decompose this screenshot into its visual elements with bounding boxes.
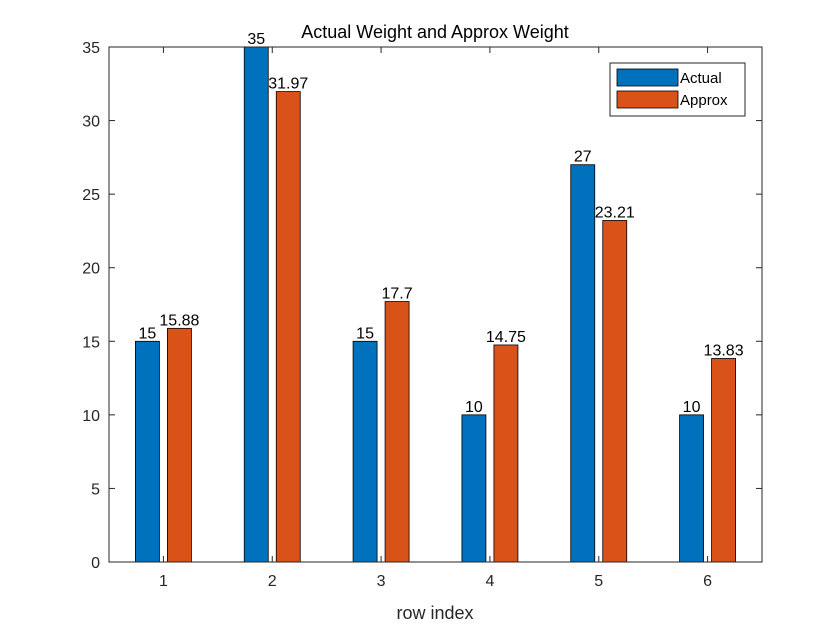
y-tick-label: 35 — [82, 40, 100, 57]
y-tick-label: 15 — [82, 334, 100, 351]
y-tick-label: 0 — [91, 555, 100, 572]
data-label-approx-5: 23.21 — [595, 204, 635, 221]
data-label-actual-5: 27 — [574, 149, 592, 166]
bar-approx-3 — [384, 301, 410, 563]
plot-area — [109, 47, 762, 562]
data-label-approx-1: 15.88 — [159, 312, 199, 329]
x-tick-label: 5 — [594, 573, 603, 590]
bar-actual-3 — [352, 340, 378, 563]
x-axis-label: row index — [396, 603, 473, 623]
data-label-actual-1: 15 — [139, 325, 157, 342]
bar-actual-2 — [243, 46, 269, 563]
bar-actual-4 — [461, 414, 487, 563]
bar-approx-1 — [167, 327, 192, 563]
chart-title: Actual Weight and Approx Weight — [301, 22, 569, 42]
data-label-actual-3: 15 — [356, 325, 374, 342]
bar-approx-6 — [711, 358, 736, 563]
y-tick-label: 10 — [82, 408, 100, 425]
legend-swatch-actual — [616, 68, 679, 87]
legend-label-approx: Approx — [680, 92, 728, 109]
y-tick-label: 5 — [91, 481, 100, 498]
legend-label-actual: Actual — [680, 70, 722, 87]
axes-box — [108, 46, 763, 563]
x-tick-label: 2 — [268, 573, 277, 590]
x-tick-label: 1 — [159, 573, 168, 590]
y-tick-label: 30 — [82, 114, 100, 131]
y-tick-label: 20 — [82, 261, 100, 278]
bar-approx-5 — [602, 220, 628, 563]
data-label-actual-2: 35 — [247, 31, 265, 48]
y-tick-label: 25 — [82, 187, 100, 204]
data-label-approx-2: 31.97 — [268, 76, 308, 93]
data-label-actual-6: 10 — [683, 399, 701, 416]
data-label-approx-3: 17.7 — [382, 286, 413, 303]
data-label-approx-6: 13.83 — [704, 343, 744, 360]
bar-actual-1 — [135, 340, 160, 563]
data-label-approx-4: 14.75 — [486, 329, 526, 346]
x-tick-label: 4 — [485, 573, 494, 590]
bar-actual-6 — [679, 414, 704, 563]
legend-swatch-approx — [616, 90, 679, 109]
bar-approx-2 — [275, 91, 301, 563]
x-tick-label: 6 — [703, 573, 712, 590]
legend: Actual Approx — [609, 62, 746, 117]
bar-approx-4 — [493, 344, 519, 563]
data-label-actual-4: 10 — [465, 399, 483, 416]
bar-actual-5 — [570, 164, 596, 563]
x-tick-label: 3 — [377, 573, 386, 590]
